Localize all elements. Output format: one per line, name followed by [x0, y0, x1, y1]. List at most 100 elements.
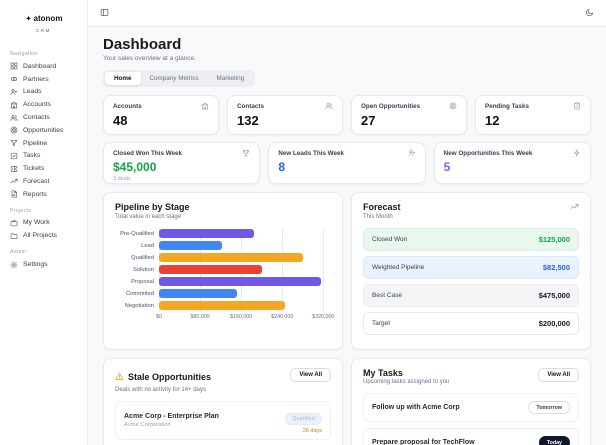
main-area: Dashboard Your sales overview at a glanc… [88, 0, 606, 445]
panel-left-icon [100, 9, 109, 16]
pipeline-by-stage-panel: Pipeline by Stage Total value in each st… [103, 192, 343, 350]
chart-category-label: Pre-Qualified [120, 230, 154, 237]
sidebar-item-pipeline[interactable]: Pipeline [10, 137, 87, 150]
chart-bar-row [159, 264, 331, 276]
sidebar-item-label: Partners [23, 75, 49, 83]
chart-bar-row [159, 228, 331, 240]
forecast-label: Target [372, 319, 391, 327]
forecast-row-closed-won: Closed Won $125,000 [363, 227, 579, 251]
chart-bar [159, 229, 254, 238]
chart-tick-label: $0 [156, 313, 162, 320]
chart-category-label: Proposal [131, 278, 154, 285]
kpi-value: 132 [237, 113, 259, 128]
chart-bar-row [159, 252, 331, 264]
forecast-value: $200,000 [538, 318, 570, 328]
kpi-value: 27 [361, 113, 376, 128]
sidebar-item-forecast[interactable]: Forecast [10, 175, 87, 188]
theme-toggle-button[interactable] [585, 4, 594, 22]
chart-gridline [323, 227, 325, 312]
trending-up-icon [570, 204, 579, 209]
task-title: Follow up with Acme Corp [372, 404, 460, 411]
forecast-value: $82,500 [542, 262, 570, 272]
my-tasks-panel: My Tasks Upcoming tasks assigned to you … [351, 357, 591, 445]
kpi-row: Accounts 48 Contacts 132 Open Opportunit… [103, 95, 591, 135]
sidebar-item-dashboard[interactable]: Dashboard [10, 60, 87, 73]
nav-section-projects: Projects [10, 207, 32, 214]
chart-subtitle: Total value in each stage [115, 213, 182, 220]
days-stale: 26 days [302, 428, 322, 434]
stale-subtitle: Deals with no activity for 14+ days [115, 387, 206, 393]
sidebar-item-label: Dashboard [23, 62, 57, 70]
card-new-leads-week: New Leads This Week 8 [268, 142, 426, 184]
tab-home[interactable]: Home [105, 72, 141, 85]
trending-up-icon [10, 179, 18, 184]
sidebar-item-all-projects[interactable]: All Projects [10, 229, 87, 242]
brand-suffix: CRM [36, 28, 51, 33]
tab-company-metrics[interactable]: Company Metrics [149, 75, 199, 82]
user-plus-icon [10, 89, 18, 95]
sidebar-item-label: Contacts [23, 114, 50, 122]
sidebar-item-contacts[interactable]: Contacts [10, 111, 87, 124]
sidebar-item-partners[interactable]: Partners [10, 73, 87, 86]
forecast-label: Best Case [372, 291, 402, 299]
sidebar-item-reports[interactable]: Reports [10, 188, 87, 201]
task-item-followup-acme[interactable]: Follow up with Acme Corp Tomorrow [363, 393, 579, 422]
tasks-title: My Tasks [363, 367, 403, 378]
forecast-panel: Forecast This Month Closed Won $125,000 … [351, 192, 591, 350]
chart-bar [159, 277, 321, 286]
forecast-row-target: Target $200,000 [363, 311, 579, 335]
highlight-note: 3 deals [113, 176, 131, 182]
grid-icon [10, 63, 18, 70]
kpi-card-open-opportunities: Open Opportunities 27 [351, 95, 467, 135]
task-title: Prepare proposal for TechFlow [372, 439, 475, 445]
sidebar-item-label: All Projects [23, 232, 57, 240]
sidebar-item-label: Opportunities [23, 126, 64, 134]
due-badge: Tomorrow [528, 401, 570, 414]
sidebar-item-tickets[interactable]: Tickets [10, 162, 87, 175]
tab-marketing[interactable]: Marketing [216, 75, 245, 82]
sidebar-item-label: Leads [23, 88, 42, 96]
forecast-label: Weighted Pipeline [372, 263, 425, 271]
stale-view-all-button[interactable]: View All [290, 367, 331, 382]
chart-bar-row [159, 276, 331, 288]
task-item-proposal-techflow[interactable]: Prepare proposal for TechFlow Today [363, 428, 579, 445]
sidebar-item-my-work[interactable]: My Work [10, 217, 87, 230]
tasks-view-all-button[interactable]: View All [538, 367, 579, 382]
sidebar: atonom CRM Navigation Dashboard Partners… [0, 0, 88, 445]
sidebar-item-label: Settings [23, 261, 48, 269]
sidebar-item-settings[interactable]: Settings [10, 258, 87, 271]
gear-icon [10, 261, 18, 269]
chart-bar [159, 289, 238, 298]
stale-opportunities-panel: Stale Opportunities Deals with no activi… [103, 357, 343, 445]
forecast-subtitle: This Month [363, 213, 393, 220]
landmark-icon [201, 102, 209, 110]
kpi-label: Open Opportunities [361, 102, 421, 110]
sidebar-item-accounts[interactable]: Accounts [10, 98, 87, 111]
chart-category-label: Qualified [131, 254, 154, 261]
users-icon [325, 103, 333, 109]
moon-icon [586, 8, 594, 16]
kpi-card-contacts: Contacts 132 [227, 95, 343, 135]
trophy-icon [243, 150, 250, 157]
highlight-label: Closed Won This Week [113, 149, 183, 157]
chart-tick-label: $160,000 [230, 313, 253, 320]
brand-spark-icon [25, 9, 32, 27]
card-new-opportunities-week: New Opportunities This Week 5 [433, 142, 591, 184]
sidebar-toggle-button[interactable] [100, 4, 109, 22]
highlight-label: New Leads This Week [278, 149, 345, 157]
bottom-row: Stale Opportunities Deals with no activi… [103, 357, 591, 445]
sidebar-item-label: Tasks [23, 152, 41, 160]
stale-item-acme[interactable]: Acme Corp - Enterprise Plan Acme Corpora… [115, 401, 331, 440]
sidebar-item-tasks[interactable]: Tasks [10, 149, 87, 162]
chart-gridline [282, 227, 284, 312]
sidebar-item-opportunities[interactable]: Opportunities [10, 124, 87, 137]
user-plus-icon [408, 150, 415, 156]
stale-title: Stale Opportunities [128, 371, 212, 382]
chart-bar [159, 253, 303, 262]
page-subtitle: Your sales overview at a glance. [103, 55, 196, 62]
chart-category-label: Lead [141, 242, 154, 249]
sidebar-item-leads[interactable]: Leads [10, 86, 87, 99]
chart-bar [159, 301, 285, 310]
nav-section-admin: Admin [10, 249, 27, 256]
landmark-icon [10, 101, 18, 109]
